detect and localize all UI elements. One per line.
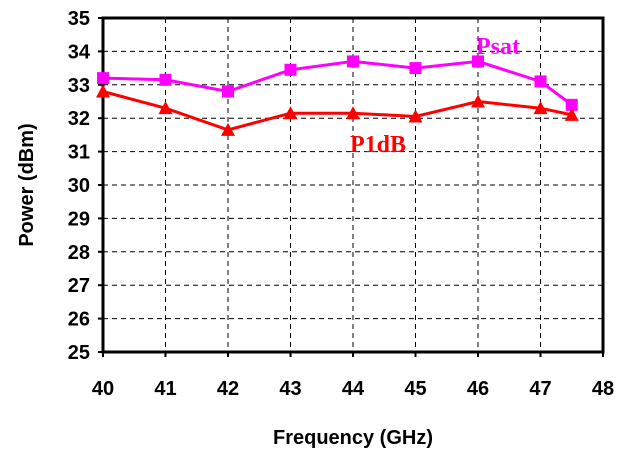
y-axis-title: Power (dBm) bbox=[16, 123, 38, 246]
tick-marks bbox=[98, 17, 604, 357]
x-tick-label: 46 bbox=[467, 378, 489, 400]
series-label-p1db: P1dB bbox=[350, 132, 406, 158]
series-layer bbox=[96, 55, 579, 136]
x-tick-label: 44 bbox=[342, 378, 365, 400]
series-labels: Psat P1dB bbox=[350, 34, 520, 158]
data-point-triangle bbox=[221, 122, 235, 136]
x-tick-label: 40 bbox=[92, 378, 114, 400]
x-tick-label: 42 bbox=[217, 378, 239, 400]
x-tick-label: 41 bbox=[154, 378, 176, 400]
data-point-square bbox=[565, 98, 578, 111]
y-tick-label: 32 bbox=[68, 108, 90, 130]
y-tick-label: 33 bbox=[68, 75, 90, 97]
y-tick-label: 34 bbox=[68, 41, 91, 63]
data-point-triangle bbox=[158, 101, 173, 115]
data-point-square bbox=[472, 55, 484, 68]
data-point-square bbox=[97, 72, 109, 85]
series-line bbox=[102, 59, 573, 107]
data-point-square bbox=[222, 85, 234, 98]
data-point-triangle bbox=[408, 109, 423, 123]
x-axis-tick-labels: 40 41 42 43 44 45 46 47 48 bbox=[92, 378, 614, 400]
y-tick-label: 30 bbox=[68, 175, 90, 197]
y-tick-label: 25 bbox=[68, 342, 90, 364]
series-psat bbox=[97, 55, 578, 111]
data-point-square bbox=[284, 63, 297, 76]
data-point-triangle bbox=[346, 106, 360, 120]
x-axis-title: Frequency (GHz) bbox=[273, 427, 433, 449]
series-p1db bbox=[96, 84, 579, 136]
series-line bbox=[102, 90, 573, 132]
data-point-triangle bbox=[533, 101, 548, 115]
series-label-psat: Psat bbox=[476, 34, 520, 60]
y-tick-label: 27 bbox=[68, 275, 90, 297]
data-point-square bbox=[347, 55, 359, 68]
y-axis-tick-labels: 25 26 27 28 29 30 31 32 33 34 35 bbox=[68, 8, 91, 364]
data-point-triangle bbox=[564, 107, 579, 121]
x-tick-label: 47 bbox=[529, 378, 551, 400]
data-point-triangle bbox=[471, 94, 485, 108]
y-tick-label: 31 bbox=[68, 142, 90, 164]
y-tick-label: 35 bbox=[68, 8, 90, 30]
x-tick-label: 45 bbox=[404, 378, 426, 400]
x-tick-label: 48 bbox=[592, 378, 614, 400]
y-tick-label: 28 bbox=[68, 242, 90, 264]
y-tick-label: 29 bbox=[68, 208, 90, 230]
y-tick-label: 26 bbox=[68, 309, 90, 331]
data-point-square bbox=[409, 62, 422, 75]
grid bbox=[103, 18, 603, 352]
data-point-triangle bbox=[96, 84, 110, 98]
data-point-square bbox=[534, 75, 547, 88]
x-tick-label: 43 bbox=[279, 378, 301, 400]
data-point-square bbox=[159, 73, 172, 86]
data-point-triangle bbox=[283, 106, 298, 120]
